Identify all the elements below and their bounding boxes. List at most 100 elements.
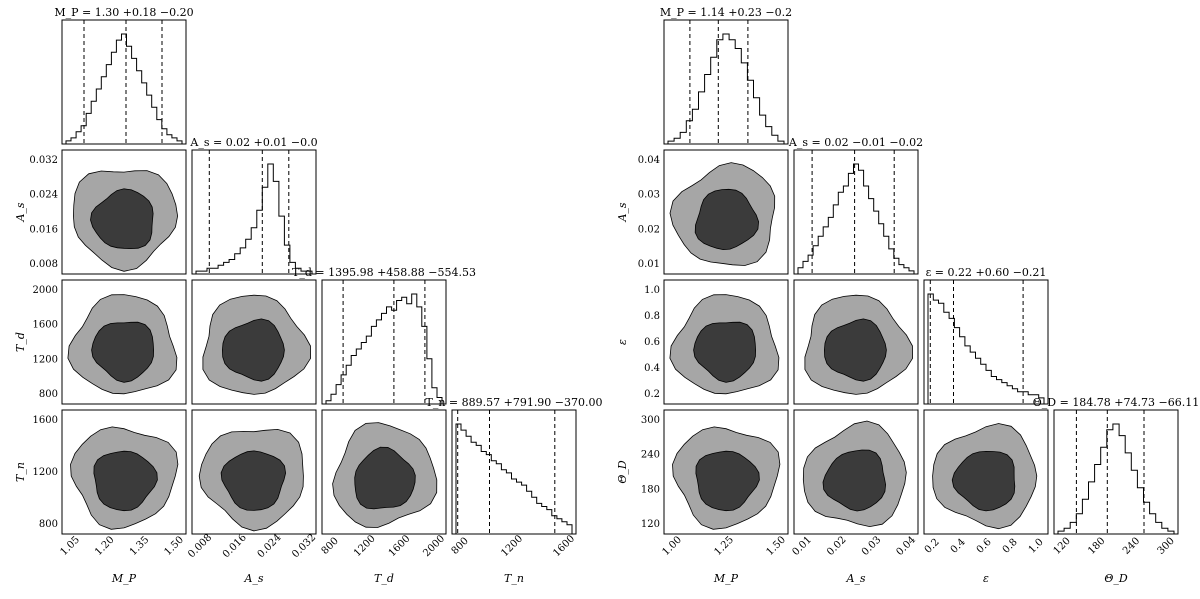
contour-inner (220, 450, 287, 511)
x-tick-label: 1.20 (93, 534, 117, 558)
contour-inner (822, 449, 887, 512)
x-tick-label: 0.032 (290, 532, 318, 560)
panel-frame (191, 279, 317, 405)
y-tick-label: 1200 (33, 467, 58, 478)
panel-title: T_n = 889.57 +791.90 −370.00 (425, 396, 602, 409)
panel-3-2 (923, 409, 1049, 535)
panel-title: Θ_D = 184.78 +74.73 −66.11 (1033, 396, 1199, 409)
y-axis-label: A_s (14, 202, 27, 222)
right-corner (663, 19, 1179, 535)
panel-3-3 (451, 409, 577, 535)
y-tick-label: 1.0 (644, 285, 660, 296)
contour-inner (221, 318, 285, 382)
panel-3-0 (663, 409, 789, 535)
panel-frame (663, 19, 789, 145)
x-tick-label: 240 (1121, 536, 1142, 557)
x-tick-label: 1200 (499, 533, 525, 559)
y-tick-label: 0.016 (29, 224, 58, 235)
y-tick-label: 1600 (33, 320, 58, 331)
y-tick-label: 180 (641, 484, 660, 495)
x-tick-label: 1.35 (128, 534, 152, 558)
panel-frame (663, 149, 789, 275)
x-tick-label: 0.02 (825, 534, 849, 558)
x-tick-label: 1.0 (1027, 537, 1046, 556)
panel-frame (191, 409, 317, 535)
panel-frame (923, 409, 1049, 535)
x-tick-label: 800 (450, 536, 471, 557)
x-tick-label: 1.00 (660, 534, 684, 558)
x-tick-label: 0.04 (894, 534, 918, 558)
contour-inner (695, 450, 760, 512)
histogram-T_n (455, 423, 573, 534)
y-tick-label: 1200 (33, 354, 58, 365)
contour-inner (91, 321, 155, 383)
y-tick-label: 0.4 (644, 363, 660, 374)
y-tick-label: 0.02 (638, 224, 660, 235)
x-axis-label: M_P (111, 572, 137, 585)
y-tick-label: 800 (39, 389, 58, 400)
x-tick-label: 0.4 (949, 537, 968, 556)
panel-0-0 (663, 19, 789, 145)
panel-frame (61, 19, 187, 145)
panel-title: ε = 0.22 +0.60 −0.21 (926, 266, 1047, 279)
x-axis-label: Θ_D (1104, 572, 1128, 585)
x-tick-label: 0.01 (790, 534, 814, 558)
y-tick-label: 300 (641, 415, 660, 426)
y-axis-label: A_s (616, 202, 629, 222)
x-axis-label: M_P (713, 572, 739, 585)
x-axis-label: T_d (374, 572, 394, 585)
panel-3-2 (321, 409, 447, 535)
panel-frame (61, 149, 187, 275)
histogram-M_P (65, 33, 183, 144)
x-axis-label: T_n (504, 572, 524, 585)
panel-1-1 (191, 149, 317, 275)
x-tick-label: 0.03 (860, 534, 884, 558)
y-tick-label: 0.6 (644, 337, 660, 348)
panel-frame (321, 409, 447, 535)
panel-title: T_d = 1395.98 +458.88 −554.53 (292, 266, 476, 279)
panel-frame (663, 279, 789, 405)
panel-frame (191, 149, 317, 275)
x-tick-label: 1.05 (58, 534, 82, 558)
panel-frame (321, 279, 447, 405)
panel-frame (923, 279, 1049, 405)
histogram-ε (927, 293, 1045, 404)
x-axis-label: A_s (845, 572, 865, 585)
x-tick-label: 0.6 (975, 537, 994, 556)
panel-2-0 (61, 279, 187, 405)
x-tick-label: 0.8 (1001, 537, 1020, 556)
x-axis-label: A_s (243, 572, 263, 585)
x-tick-label: 1.25 (712, 534, 736, 558)
y-tick-label: 240 (641, 450, 660, 461)
x-tick-label: 300 (1156, 536, 1177, 557)
y-tick-label: 0.024 (29, 190, 58, 201)
panel-frame (451, 409, 577, 535)
y-tick-label: 0.01 (638, 259, 660, 270)
panel-title: A_s = 0.02 +0.01 −0.0 (189, 136, 317, 149)
y-tick-label: 120 (641, 519, 660, 530)
x-tick-label: 1.50 (764, 534, 788, 558)
x-tick-label: 180 (1086, 536, 1107, 557)
panel-1-1 (793, 149, 919, 275)
panel-title: M_P = 1.30 +0.18 −0.20 (54, 6, 193, 19)
histogram-A_s (195, 163, 313, 274)
x-tick-label: 1200 (352, 533, 378, 559)
panel-frame (1053, 409, 1179, 535)
y-tick-label: 2000 (33, 285, 58, 296)
y-tick-label: 0.8 (644, 311, 660, 322)
panel-title: A_s = 0.02 −0.01 −0.02 (788, 136, 923, 149)
x-tick-label: 1600 (387, 533, 413, 559)
panel-frame (61, 279, 187, 405)
x-axis-label: ε (983, 572, 989, 585)
panel-frame (793, 149, 919, 275)
histogram-T_d (325, 293, 443, 404)
left-corner (61, 19, 577, 535)
contour-inner (951, 450, 1016, 512)
panel-2-1 (191, 279, 317, 405)
y-tick-label: 1600 (33, 415, 58, 426)
panel-1-0 (663, 149, 789, 275)
x-tick-label: 120 (1052, 536, 1073, 557)
contour-inner (93, 450, 158, 512)
panel-frame (793, 409, 919, 535)
panel-frame (663, 409, 789, 535)
